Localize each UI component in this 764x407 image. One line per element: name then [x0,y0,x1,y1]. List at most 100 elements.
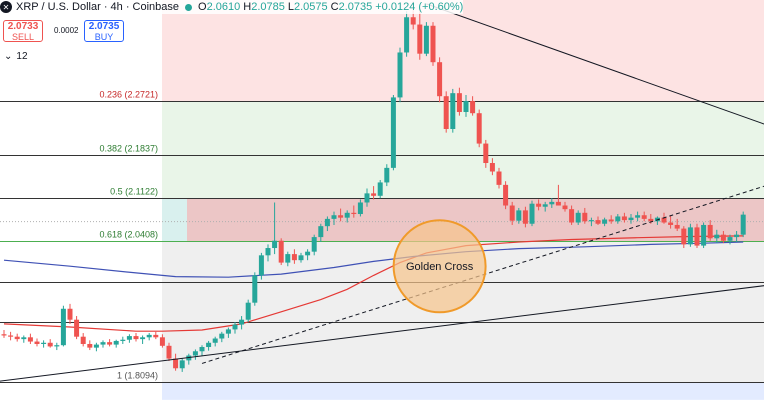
candle-body [641,215,647,219]
candle-body [14,336,20,340]
candle-body [146,334,152,338]
candle-body [536,203,542,207]
fib-zone-3 [162,382,764,400]
high-label: H [243,1,252,13]
candle-60 [397,47,403,103]
candle-body [470,101,476,114]
fib-label-2: 0.5 (2.1122) [110,187,158,197]
candle-45 [298,252,304,263]
moving-average-layer [3,235,744,332]
candle-44 [291,249,297,264]
candle-4 [27,333,33,344]
candle-79 [522,206,528,228]
chart-header: ✕ XRP / U.S. Dollar · 4h · Coinbase O 2.0… [0,0,464,14]
candle-body [635,215,641,218]
buy-price: 2.0735 [88,21,120,32]
candle-72 [476,109,482,148]
candle-68 [450,88,456,133]
sell-button[interactable]: 2.0733 SELL [3,20,43,42]
candle-body [140,337,146,340]
candle-112 [740,211,746,238]
candle-body [727,237,733,241]
trendline-0 [0,285,764,382]
candle-body [8,335,14,337]
candle-26 [173,353,179,371]
candle-body [265,248,271,256]
candle-36 [239,316,245,330]
candle-body [371,193,377,196]
candle-body [113,340,119,345]
candle-49 [324,216,330,232]
spread-value: 0.0002 [54,26,79,35]
candle-body [575,212,581,223]
xrp-logo-icon: ✕ [0,1,12,13]
candle-88 [582,207,588,224]
fib-zone-0 [162,0,764,101]
candle-body [608,219,614,222]
candle-body [522,210,528,224]
candle-70 [463,94,469,117]
interval-selector[interactable]: ⌄ 12 [4,51,28,62]
candle-body [443,96,449,129]
candle-34 [225,327,231,338]
candle-body [417,24,423,54]
candle-body [602,219,608,224]
candle-33 [219,331,225,343]
candle-7 [47,339,53,348]
candle-75 [496,167,502,189]
candle-16 [107,339,113,347]
candle-18 [120,336,126,344]
candle-106 [701,222,707,249]
candle-82 [542,201,548,212]
candle-body [423,25,429,54]
candlestick-layer [1,1,746,372]
candle-body [21,337,27,340]
candle-20 [133,333,139,342]
candle-body [298,255,304,261]
candle-body [74,319,80,337]
candle-body [404,17,410,53]
candle-body [463,101,469,112]
candle-51 [338,208,344,222]
candle-body [351,212,357,215]
candle-body [714,234,720,239]
candle-body [734,234,740,238]
candle-86 [569,205,575,225]
trendline-2 [201,185,764,364]
candle-body [707,224,713,239]
candle-53 [351,205,357,218]
close-label: C [330,1,339,13]
candle-body [225,329,231,334]
golden-cross-circle[interactable] [392,219,487,314]
close-value: 2.0735 [338,1,373,13]
interval-value: 12 [16,51,28,62]
candle-body [192,351,198,356]
fib-label-1: 0.382 (2.1837) [99,144,158,154]
candle-30 [199,345,205,356]
candle-body [555,201,561,206]
candle-body [681,228,687,245]
candle-59 [390,94,396,171]
candle-body [324,218,330,227]
candle-body [232,324,238,330]
candle-5 [34,338,40,347]
candle-65 [430,22,436,66]
low-label: L [287,1,294,13]
candle-body [390,97,396,168]
candle-89 [588,217,594,227]
chevron-down-icon: ⌄ [4,51,13,62]
candle-73 [483,139,489,168]
symbol-title[interactable]: XRP / U.S. Dollar · 4h · Coinbase [16,1,180,13]
candle-body [219,333,225,339]
candle-body [595,220,601,224]
candle-body [456,93,462,112]
candle-46 [305,249,311,261]
candle-body [621,216,627,221]
candle-body [318,226,324,238]
candle-2 [14,333,20,342]
buy-button[interactable]: 2.0735 BUY [84,20,124,42]
candle-15 [100,340,106,348]
candle-66 [437,57,443,103]
